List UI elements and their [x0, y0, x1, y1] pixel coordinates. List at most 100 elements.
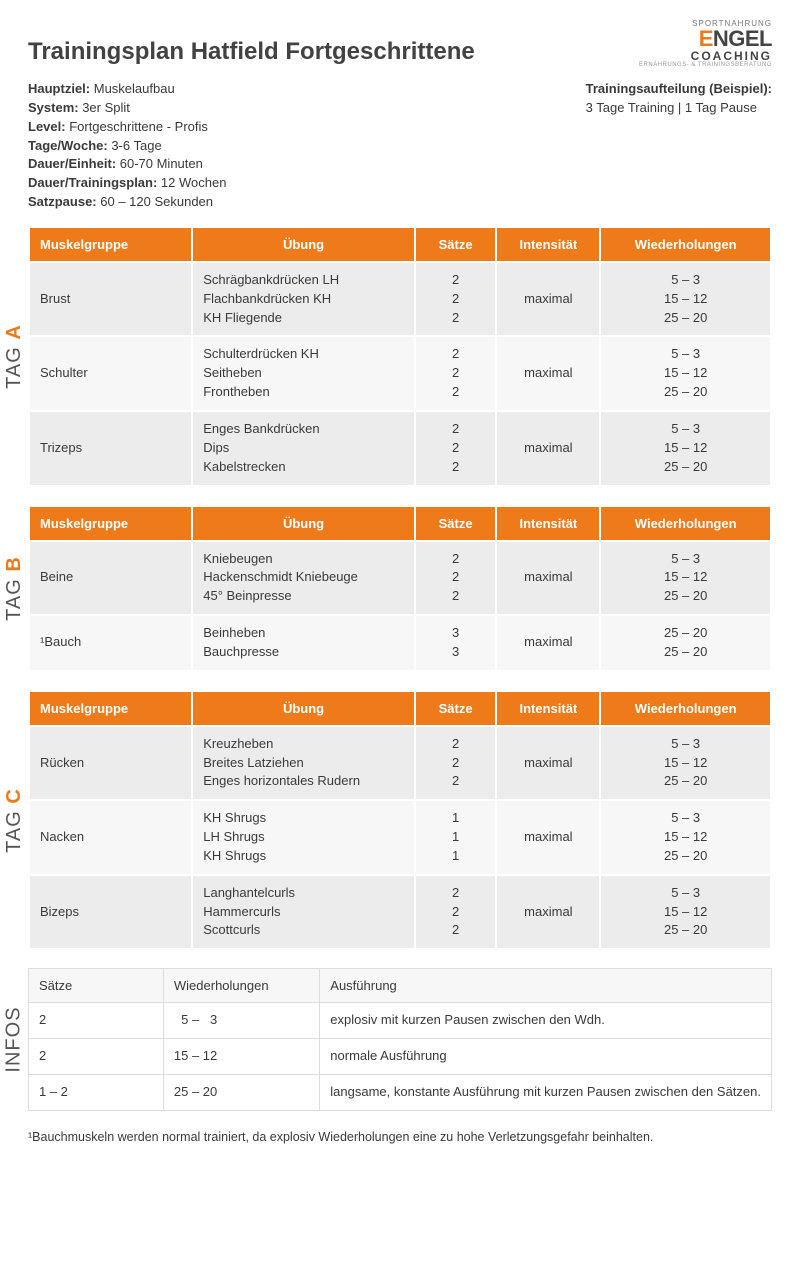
meta-item: Hauptziel: Muskelaufbau: [28, 80, 226, 99]
cell-exercises: Kniebeugen Hackenschmidt Kniebeuge 45° B…: [192, 541, 415, 616]
cell-intensity: maximal: [496, 262, 600, 337]
col-header: Sätze: [415, 227, 497, 262]
info-label-text: INFOS: [3, 1007, 26, 1073]
col-header: Übung: [192, 691, 415, 726]
cell-sets: 2 2 2: [415, 541, 497, 616]
logo-line2: ENGEL: [639, 28, 772, 50]
col-header: Intensität: [496, 506, 600, 541]
cell-exercises: Kreuzheben Breites Latziehen Enges horiz…: [192, 726, 415, 801]
info-col-header: Sätze: [29, 969, 164, 1003]
cell-reps: 25 – 20 25 – 20: [600, 615, 771, 671]
cell-reps: 5 – 3 15 – 12 25 – 20: [600, 800, 771, 875]
col-header: Sätze: [415, 506, 497, 541]
day-section: TAG AMuskelgruppeÜbungSätzeIntensitätWie…: [28, 226, 772, 487]
col-header: Muskelgruppe: [29, 506, 192, 541]
meta-value: 60 – 120 Sekunden: [97, 194, 213, 209]
meta-item: Satzpause: 60 – 120 Sekunden: [28, 193, 226, 212]
cell-info-sets: 1 – 2: [29, 1075, 164, 1111]
day-vertical-label: TAG A: [0, 226, 28, 487]
meta-right-label: Trainingsaufteilung (Beispiel):: [586, 81, 772, 96]
cell-sets: 2 2 2: [415, 411, 497, 486]
cell-sets: 3 3: [415, 615, 497, 671]
cell-group: Trizeps: [29, 411, 192, 486]
meta-value: 60-70 Minuten: [116, 156, 203, 171]
day-label-text: TAG A: [3, 324, 26, 389]
cell-sets: 2 2 2: [415, 262, 497, 337]
day-section: TAG BMuskelgruppeÜbungSätzeIntensitätWie…: [28, 505, 772, 672]
col-header: Übung: [192, 227, 415, 262]
cell-info-reps: 25 – 20: [163, 1075, 319, 1111]
logo-line2b: NGEL: [713, 26, 772, 51]
info-row: 215 – 12normale Ausführung: [29, 1039, 772, 1075]
header: Trainingsplan Hatfield Fortgeschrittene …: [28, 20, 772, 80]
cell-info-sets: 2: [29, 1039, 164, 1075]
info-row: 1 – 225 – 20langsame, konstante Ausführu…: [29, 1075, 772, 1111]
cell-intensity: maximal: [496, 411, 600, 486]
cell-reps: 5 – 3 15 – 12 25 – 20: [600, 336, 771, 411]
cell-group: Schulter: [29, 336, 192, 411]
cell-intensity: maximal: [496, 800, 600, 875]
cell-info-exec: langsame, konstante Ausführung mit kurze…: [320, 1075, 772, 1111]
col-header: Wiederholungen: [600, 227, 771, 262]
cell-group: Nacken: [29, 800, 192, 875]
cell-sets: 2 2 2: [415, 726, 497, 801]
info-col-header: Ausführung: [320, 969, 772, 1003]
meta-label: Dauer/Einheit:: [28, 156, 116, 171]
meta-block: Hauptziel: MuskelaufbauSystem: 3er Split…: [28, 80, 772, 212]
day-label-text: TAG B: [3, 556, 26, 621]
cell-info-reps: 15 – 12: [163, 1039, 319, 1075]
info-col-header: Wiederholungen: [163, 969, 319, 1003]
day-label-text: TAG C: [3, 788, 26, 853]
cell-group: Rücken: [29, 726, 192, 801]
meta-label: Tage/Woche:: [28, 138, 108, 153]
footnote: ¹Bauchmuskeln werden normal trainiert, d…: [28, 1129, 772, 1146]
cell-reps: 5 – 3 15 – 12 25 – 20: [600, 262, 771, 337]
cell-reps: 5 – 3 15 – 12 25 – 20: [600, 726, 771, 801]
training-table: MuskelgruppeÜbungSätzeIntensitätWiederho…: [28, 690, 772, 951]
cell-info-exec: normale Ausführung: [320, 1039, 772, 1075]
meta-value: Muskelaufbau: [90, 81, 175, 96]
cell-reps: 5 – 3 15 – 12 25 – 20: [600, 541, 771, 616]
meta-label: Hauptziel:: [28, 81, 90, 96]
col-header: Muskelgruppe: [29, 691, 192, 726]
cell-sets: 2 2 2: [415, 336, 497, 411]
cell-reps: 5 – 3 15 – 12 25 – 20: [600, 875, 771, 950]
meta-value: Fortgeschrittene - Profis: [66, 119, 208, 134]
day-section: TAG CMuskelgruppeÜbungSätzeIntensitätWie…: [28, 690, 772, 951]
training-table: MuskelgruppeÜbungSätzeIntensitätWiederho…: [28, 505, 772, 672]
meta-item: Tage/Woche: 3-6 Tage: [28, 137, 226, 156]
day-vertical-label: TAG C: [0, 690, 28, 951]
cell-group: Brust: [29, 262, 192, 337]
cell-info-exec: explosiv mit kurzen Pausen zwischen den …: [320, 1003, 772, 1039]
col-header: Intensität: [496, 227, 600, 262]
col-header: Wiederholungen: [600, 691, 771, 726]
meta-value: 12 Wochen: [157, 175, 226, 190]
cell-intensity: maximal: [496, 336, 600, 411]
col-header: Muskelgruppe: [29, 227, 192, 262]
col-header: Übung: [192, 506, 415, 541]
meta-label: Dauer/Trainingsplan:: [28, 175, 157, 190]
col-header: Sätze: [415, 691, 497, 726]
logo-line3: COACHING: [639, 50, 772, 62]
meta-item: Dauer/Trainingsplan: 12 Wochen: [28, 174, 226, 193]
meta-label: System:: [28, 100, 79, 115]
cell-reps: 5 – 3 15 – 12 25 – 20: [600, 411, 771, 486]
meta-label: Level:: [28, 119, 66, 134]
logo-line4: ERNÄHRUNGS- & TRAININGSBERATUNG: [639, 62, 772, 68]
cell-exercises: Beinheben Bauchpresse: [192, 615, 415, 671]
cell-info-reps: 5 – 3: [163, 1003, 319, 1039]
table-row: BrustSchrägbankdrücken LH Flachbankdrück…: [29, 262, 771, 337]
col-header: Intensität: [496, 691, 600, 726]
meta-right-value: 3 Tage Training | 1 Tag Pause: [586, 100, 757, 115]
cell-info-sets: 2: [29, 1003, 164, 1039]
table-row: NackenKH Shrugs LH Shrugs KH Shrugs1 1 1…: [29, 800, 771, 875]
cell-intensity: maximal: [496, 875, 600, 950]
logo-accent: E: [699, 26, 713, 51]
col-header: Wiederholungen: [600, 506, 771, 541]
logo: SPORTNAHRUNG ENGEL COACHING ERNÄHRUNGS- …: [639, 20, 772, 68]
meta-right: Trainingsaufteilung (Beispiel): 3 Tage T…: [586, 80, 772, 212]
cell-exercises: Schulterdrücken KH Seitheben Frontheben: [192, 336, 415, 411]
cell-group: Bizeps: [29, 875, 192, 950]
cell-intensity: maximal: [496, 726, 600, 801]
table-row: BeineKniebeugen Hackenschmidt Kniebeuge …: [29, 541, 771, 616]
